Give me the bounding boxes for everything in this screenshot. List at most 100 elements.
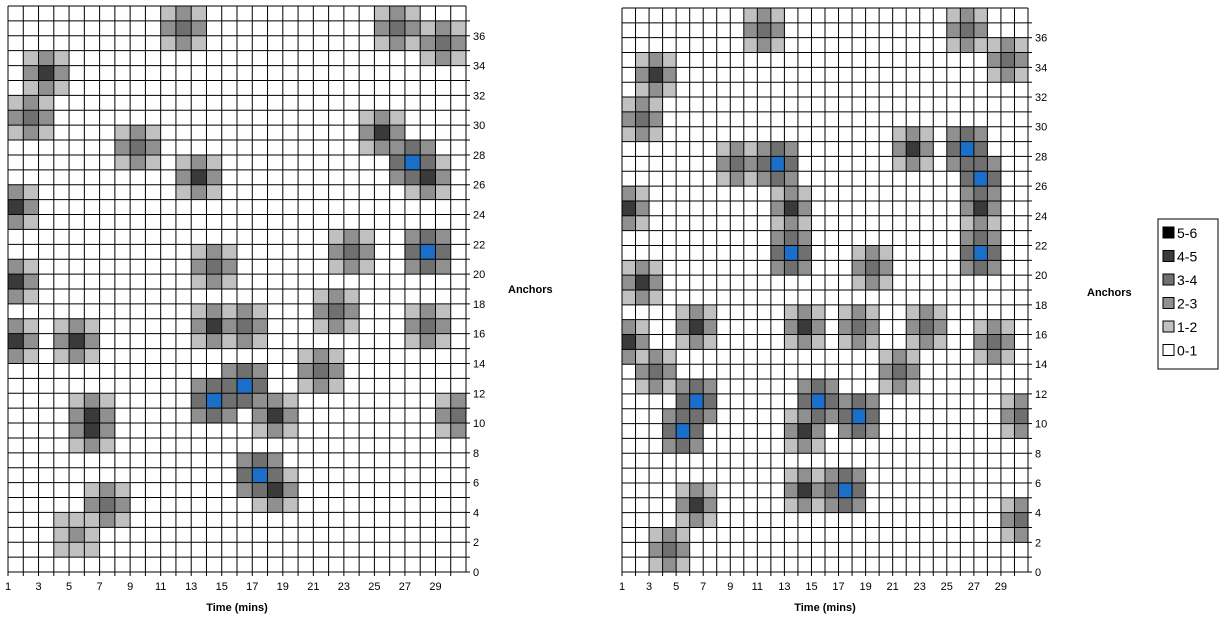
heatmap-cell <box>689 423 704 439</box>
y-tick-label: 20 <box>1035 270 1047 282</box>
x-tick-label: 13 <box>778 581 790 593</box>
heatmap-cell <box>282 497 299 513</box>
heatmap-cell <box>662 542 677 558</box>
heatmap-cell <box>784 245 799 261</box>
heatmap-cell <box>420 229 436 245</box>
heatmap-cell <box>879 379 893 395</box>
heatmap-cell <box>1000 52 1015 68</box>
heatmap-cell <box>53 65 70 81</box>
heatmap-cell <box>221 303 238 320</box>
heatmap-cell <box>99 482 116 498</box>
heatmap-cell <box>69 333 85 349</box>
x-axis-label: Time (mins) <box>794 602 856 614</box>
heatmap-cell <box>191 35 207 51</box>
heatmap-cell <box>811 304 826 320</box>
heatmap-cell <box>343 244 360 260</box>
heatmap-cell <box>987 215 1002 231</box>
y-tick-label: 6 <box>1035 478 1041 490</box>
heatmap-cell <box>23 80 39 96</box>
heatmap-cell <box>450 408 467 424</box>
heatmap-cell <box>703 482 718 499</box>
heatmap-cell <box>676 334 690 350</box>
heatmap-cell <box>649 364 663 380</box>
heatmap-cell <box>649 379 663 395</box>
heatmap-cell <box>206 184 223 200</box>
heatmap-cell <box>662 67 677 83</box>
heatmap-cell <box>23 259 39 275</box>
heatmap-cell <box>435 259 452 275</box>
x-tick-label: 3 <box>646 581 652 593</box>
heatmap-cell <box>206 154 223 171</box>
heatmap-cell <box>662 423 677 439</box>
x-tick-label: 5 <box>673 581 679 593</box>
y-tick-label: 32 <box>1035 92 1047 104</box>
heatmap-cell <box>23 318 39 334</box>
heatmap-cell <box>252 497 268 513</box>
heatmap-cell <box>53 50 70 66</box>
heatmap-cell <box>1000 319 1015 335</box>
legend-label: 4-5 <box>1177 249 1197 265</box>
heatmap-cell <box>374 20 390 37</box>
heatmap-cell <box>69 318 85 334</box>
heatmap-cell <box>114 482 131 498</box>
heatmap-cell <box>404 259 421 275</box>
heatmap-cell <box>865 245 880 261</box>
heatmap-cell <box>1000 497 1015 513</box>
heatmap-cell <box>38 50 55 66</box>
y-tick-label: 10 <box>473 418 485 430</box>
heatmap-cell <box>811 468 826 484</box>
heatmap-cell <box>622 349 636 365</box>
heatmap-cell <box>404 303 421 320</box>
heatmap-cell <box>933 304 948 320</box>
heatmap-cell <box>757 37 772 53</box>
heatmap-cell <box>206 169 223 186</box>
heatmap-cell <box>825 393 839 410</box>
heatmap-cell <box>130 154 146 171</box>
heatmap-cell <box>622 260 636 276</box>
heatmap-cell <box>404 229 421 245</box>
x-tick-label: 17 <box>832 581 844 593</box>
heatmap-cell <box>8 184 24 200</box>
heatmap-cell <box>811 319 826 335</box>
heatmap-cell <box>649 260 663 276</box>
heatmap-cell <box>825 497 839 513</box>
heatmap-cell <box>649 52 663 68</box>
heatmap-cell <box>404 318 421 334</box>
heatmap-cell <box>206 333 223 349</box>
heatmap-cell <box>84 527 100 543</box>
heatmap-cell <box>1000 527 1015 543</box>
x-tick-label: 17 <box>246 581 258 593</box>
heatmap-cell <box>649 557 663 573</box>
heatmap-cell <box>662 52 677 68</box>
heatmap-cell <box>946 126 961 142</box>
heatmap-cell <box>84 318 100 334</box>
heatmap-cell <box>689 497 704 513</box>
x-tick-label: 15 <box>805 581 817 593</box>
heatmap-cell <box>703 319 718 335</box>
heatmap-cell <box>797 468 812 484</box>
heatmap-cell <box>343 229 360 245</box>
heatmap-cell <box>160 20 177 37</box>
heatmap-cell <box>743 141 758 157</box>
heatmap-cell <box>865 304 880 320</box>
heatmap-cell <box>1014 512 1029 528</box>
heatmap-cell <box>389 110 406 126</box>
heatmap-cell <box>313 289 329 305</box>
heatmap-cell <box>23 65 39 81</box>
heatmap-cell <box>743 8 758 24</box>
heatmap-cell <box>374 125 390 141</box>
heatmap-cell <box>53 318 70 334</box>
heatmap-cell <box>420 35 436 51</box>
heatmap-cell <box>676 512 690 528</box>
heatmap-cell <box>960 245 975 261</box>
heatmap-cell <box>221 333 238 349</box>
y-tick-label: 32 <box>473 90 485 102</box>
heatmap-cell <box>960 215 975 231</box>
heatmap-cell <box>649 275 663 291</box>
heatmap-cell <box>703 497 718 513</box>
heatmap-cell <box>649 111 663 128</box>
y-tick-label: 4 <box>473 507 479 519</box>
heatmap-cell <box>1014 52 1029 68</box>
heatmap-cell <box>38 110 55 126</box>
heatmap-cell <box>960 8 975 24</box>
